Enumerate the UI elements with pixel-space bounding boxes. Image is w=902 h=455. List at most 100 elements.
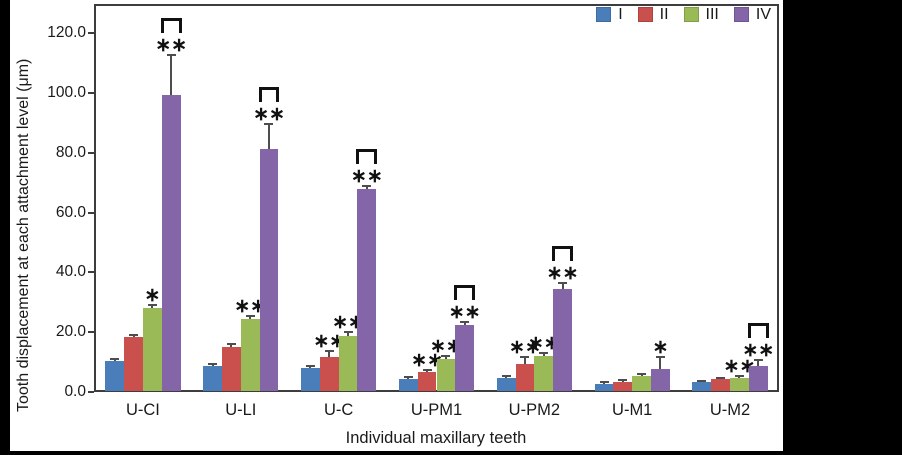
- error-bar-cap: [208, 362, 218, 365]
- significance-marker: ∗∗: [509, 337, 541, 359]
- y-tick: [88, 271, 94, 274]
- error-bar: [211, 363, 214, 367]
- bar: [142, 308, 162, 391]
- bar: [515, 364, 535, 391]
- error-bar: [757, 360, 760, 366]
- y-tick-label: 40.0: [55, 263, 86, 281]
- y-tick: [88, 151, 94, 154]
- error-bar-cap: [697, 379, 707, 382]
- y-tick-label: 20.0: [55, 323, 86, 341]
- bar: [240, 319, 260, 391]
- x-tick-label: U-LI: [225, 401, 257, 419]
- error-bar-cap: [753, 359, 763, 361]
- error-bar: [659, 357, 662, 370]
- significance-marker: ∗∗: [350, 166, 383, 188]
- error-bar-cap: [264, 122, 274, 125]
- bar: [338, 335, 358, 391]
- error-bar-cap: [441, 354, 451, 357]
- error-bar-cap: [716, 376, 726, 379]
- error-bar-cap: [520, 356, 530, 359]
- error-bar-cap: [734, 374, 744, 377]
- bar: [534, 356, 554, 391]
- error-bar-cap: [110, 357, 120, 360]
- bar: [496, 377, 516, 391]
- error-bar: [151, 305, 154, 308]
- error-bar-cap: [245, 315, 255, 318]
- error-bar: [463, 322, 466, 326]
- error-bar: [444, 355, 447, 359]
- bar: [711, 379, 731, 391]
- legend-swatch-icon: [637, 7, 653, 22]
- error-bar-cap: [403, 376, 413, 379]
- significance-marker: ∗∗: [234, 296, 267, 318]
- significance-bracket: [454, 285, 476, 301]
- error-bar-cap: [655, 356, 665, 359]
- bar: [632, 375, 651, 391]
- error-bar: [267, 123, 270, 149]
- error-bar: [347, 332, 350, 336]
- significance-marker: ∗∗: [332, 312, 364, 334]
- error-bar-cap: [166, 54, 176, 57]
- significance-marker: ∗∗: [155, 35, 188, 57]
- bar: [436, 358, 456, 391]
- legend-label: III: [705, 6, 719, 23]
- bar: [553, 289, 572, 391]
- error-bar-cap: [618, 379, 628, 382]
- y-tick: [88, 391, 94, 393]
- error-bar: [542, 353, 545, 357]
- error-bar: [113, 358, 116, 362]
- y-tick: [88, 211, 94, 214]
- significance-bracket: [356, 149, 378, 165]
- error-bar-cap: [422, 368, 432, 371]
- error-bar-cap: [226, 342, 236, 345]
- error-bar: [230, 343, 233, 347]
- y-tick: [88, 32, 94, 35]
- error-bar-cap: [305, 364, 315, 367]
- bar: [417, 372, 437, 391]
- error-bar: [328, 351, 331, 357]
- error-bar: [249, 316, 252, 320]
- y-tick-label: 0.0: [64, 383, 86, 400]
- y-tick-label: 100.0: [47, 84, 86, 102]
- y-tick: [88, 92, 94, 95]
- legend-swatch-icon: [596, 7, 612, 22]
- error-bar: [640, 373, 643, 376]
- y-tick-label: 120.0: [47, 24, 86, 42]
- error-bar: [426, 369, 429, 373]
- legend-item: IV: [733, 6, 771, 23]
- legend-label: IV: [755, 6, 771, 23]
- error-bar: [523, 357, 526, 365]
- y-tick-label: 80.0: [55, 143, 86, 161]
- significance-marker: ∗∗: [546, 262, 579, 284]
- significance-bracket: [160, 18, 182, 34]
- legend-item: III: [683, 6, 719, 23]
- bar: [221, 346, 241, 391]
- significance-marker: ∗∗: [723, 355, 756, 377]
- error-bar-cap: [637, 372, 647, 375]
- x-tick-label: U-M1: [612, 401, 653, 419]
- bar: [357, 188, 377, 391]
- error-bar-cap: [324, 350, 334, 353]
- y-tick-label: 60.0: [55, 203, 86, 221]
- significance-marker: ∗: [144, 285, 161, 306]
- bar: [594, 383, 614, 391]
- x-axis-title: Individual maxillary teeth: [345, 429, 527, 447]
- significance-bracket: [258, 86, 280, 102]
- significance-marker: ∗∗: [253, 103, 285, 125]
- x-tick-label: U-M2: [709, 401, 751, 419]
- error-bar: [170, 55, 173, 95]
- bar: [748, 365, 768, 391]
- significance-marker: ∗∗: [448, 302, 481, 324]
- bar: [203, 366, 222, 391]
- error-bar-cap: [147, 304, 157, 306]
- legend-label: II: [659, 6, 669, 23]
- error-bar-cap: [460, 321, 470, 324]
- error-bar-cap: [539, 352, 549, 355]
- legend-item: II: [637, 6, 669, 23]
- significance-marker: ∗∗: [313, 331, 346, 353]
- error-bar-cap: [129, 333, 139, 336]
- bar: [124, 336, 143, 391]
- plot-area: [94, 4, 779, 392]
- significance-marker: ∗∗: [527, 333, 560, 355]
